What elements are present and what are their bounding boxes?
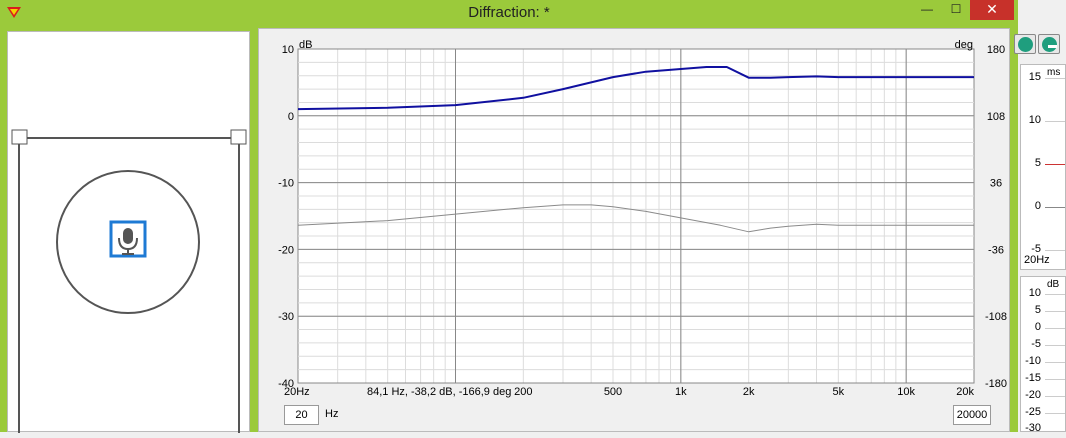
- mini-bottom-tick: -25: [1025, 406, 1041, 418]
- mini-top-tick: 5: [1034, 157, 1041, 169]
- phase-series-line: [297, 204, 974, 233]
- mini-top-tick: 10: [1028, 114, 1041, 126]
- y-tick-label: 0: [288, 111, 294, 123]
- mini-bottom-tick: -10: [1025, 355, 1041, 367]
- resize-handle-top-right: [230, 129, 247, 145]
- close-icon: ✕: [986, 1, 998, 17]
- frequency-response-chart[interactable]: 20Hz 200 500 1k 2k 5k 10k 20k 10 0 -10 -20 -30 -40 180…: [259, 29, 1011, 401]
- min-frequency-input[interactable]: 20: [284, 405, 319, 425]
- mini-top-unit: ms: [1047, 67, 1061, 78]
- y2-tick-label: 180: [987, 44, 1005, 56]
- close-button[interactable]: ✕: [970, 0, 1014, 20]
- mini-bottom-tick: -5: [1031, 338, 1041, 350]
- remove-button[interactable]: [1038, 34, 1060, 54]
- x-tick-label: 10k: [897, 386, 915, 398]
- mini-bottom-tick: -30: [1025, 422, 1041, 434]
- mini-top-frequency-label: 20Hz: [1024, 254, 1050, 266]
- driver-circle: [56, 170, 200, 314]
- x-tick-label: 2k: [743, 386, 755, 398]
- maximize-button[interactable]: ☐: [942, 0, 970, 20]
- plot-area: [297, 48, 975, 384]
- mini-bottom-tick: 10: [1028, 287, 1041, 299]
- left-axis-unit: dB: [299, 39, 312, 51]
- x-tick-label: 20k: [956, 386, 974, 398]
- x-tick-label: 500: [604, 386, 622, 398]
- y2-tick-label: -180: [985, 378, 1007, 390]
- window-title: Diffraction: *: [468, 4, 550, 21]
- minimize-button[interactable]: —: [912, 0, 942, 20]
- x-tick-label: 5k: [833, 386, 845, 398]
- y-tick-label: -30: [278, 311, 294, 323]
- resize-handle-top-left: [11, 129, 28, 145]
- y-tick-label: -40: [278, 378, 294, 390]
- microphone-icon[interactable]: [109, 220, 147, 258]
- mini-top-tick: 0: [1034, 200, 1041, 212]
- y2-tick-label: 36: [990, 178, 1002, 190]
- max-frequency-input[interactable]: 20000: [953, 405, 991, 425]
- magnitude-mini-chart[interactable]: dB 10 5 0 -5 -10 -15 -20 -25 -30: [1020, 276, 1066, 434]
- baffle-outline: [18, 137, 240, 438]
- mini-bottom-tick: -15: [1025, 372, 1041, 384]
- response-panel: 20Hz 200 500 1k 2k 5k 10k 20k 10 0 -10 -20 -30 -40 180…: [258, 28, 1010, 432]
- mini-bottom-tick: -20: [1025, 389, 1041, 401]
- cursor-readout: 84,1 Hz, -38,2 dB, -166,9 deg: [367, 386, 511, 398]
- mini-top-tick: 15: [1028, 71, 1041, 83]
- frequency-unit-label: Hz: [325, 408, 339, 420]
- baffle-drawing: [11, 129, 247, 438]
- maximize-icon: ☐: [950, 2, 962, 16]
- mini-bottom-tick: 5: [1034, 304, 1041, 316]
- magnitude-series-line: [297, 66, 974, 111]
- add-icon: [1018, 37, 1033, 52]
- y-tick-label: -20: [278, 244, 294, 256]
- y2-tick-label: -36: [988, 244, 1004, 256]
- x-tick-label: 200: [514, 386, 532, 398]
- speaker-logo-icon: [7, 7, 21, 18]
- remove-icon: [1042, 37, 1057, 52]
- mini-top-tick: -5: [1031, 243, 1041, 255]
- y2-tick-label: -108: [985, 311, 1007, 323]
- mini-bottom-tick: 0: [1034, 321, 1041, 333]
- baffle-view[interactable]: [7, 31, 250, 438]
- minimize-icon: —: [921, 2, 933, 16]
- title-bar[interactable]: Diffraction: * — ☐ ✕: [0, 0, 1018, 26]
- diffraction-window: Diffraction: * — ☐ ✕ 20Hz 200 500 1k 2k 5k 1: [0, 0, 1018, 438]
- x-tick-label: 1k: [675, 386, 687, 398]
- y-tick-label: 10: [282, 44, 294, 56]
- right-axis-unit: deg: [955, 39, 973, 51]
- x-tick-label: 20Hz: [284, 386, 310, 398]
- group-delay-mini-chart[interactable]: ms 15 10 5 0 -5: [1020, 64, 1066, 270]
- y-tick-label: -10: [278, 178, 294, 190]
- y2-tick-label: 108: [987, 111, 1005, 123]
- mini-bottom-unit: dB: [1047, 279, 1060, 290]
- add-button[interactable]: [1014, 34, 1036, 54]
